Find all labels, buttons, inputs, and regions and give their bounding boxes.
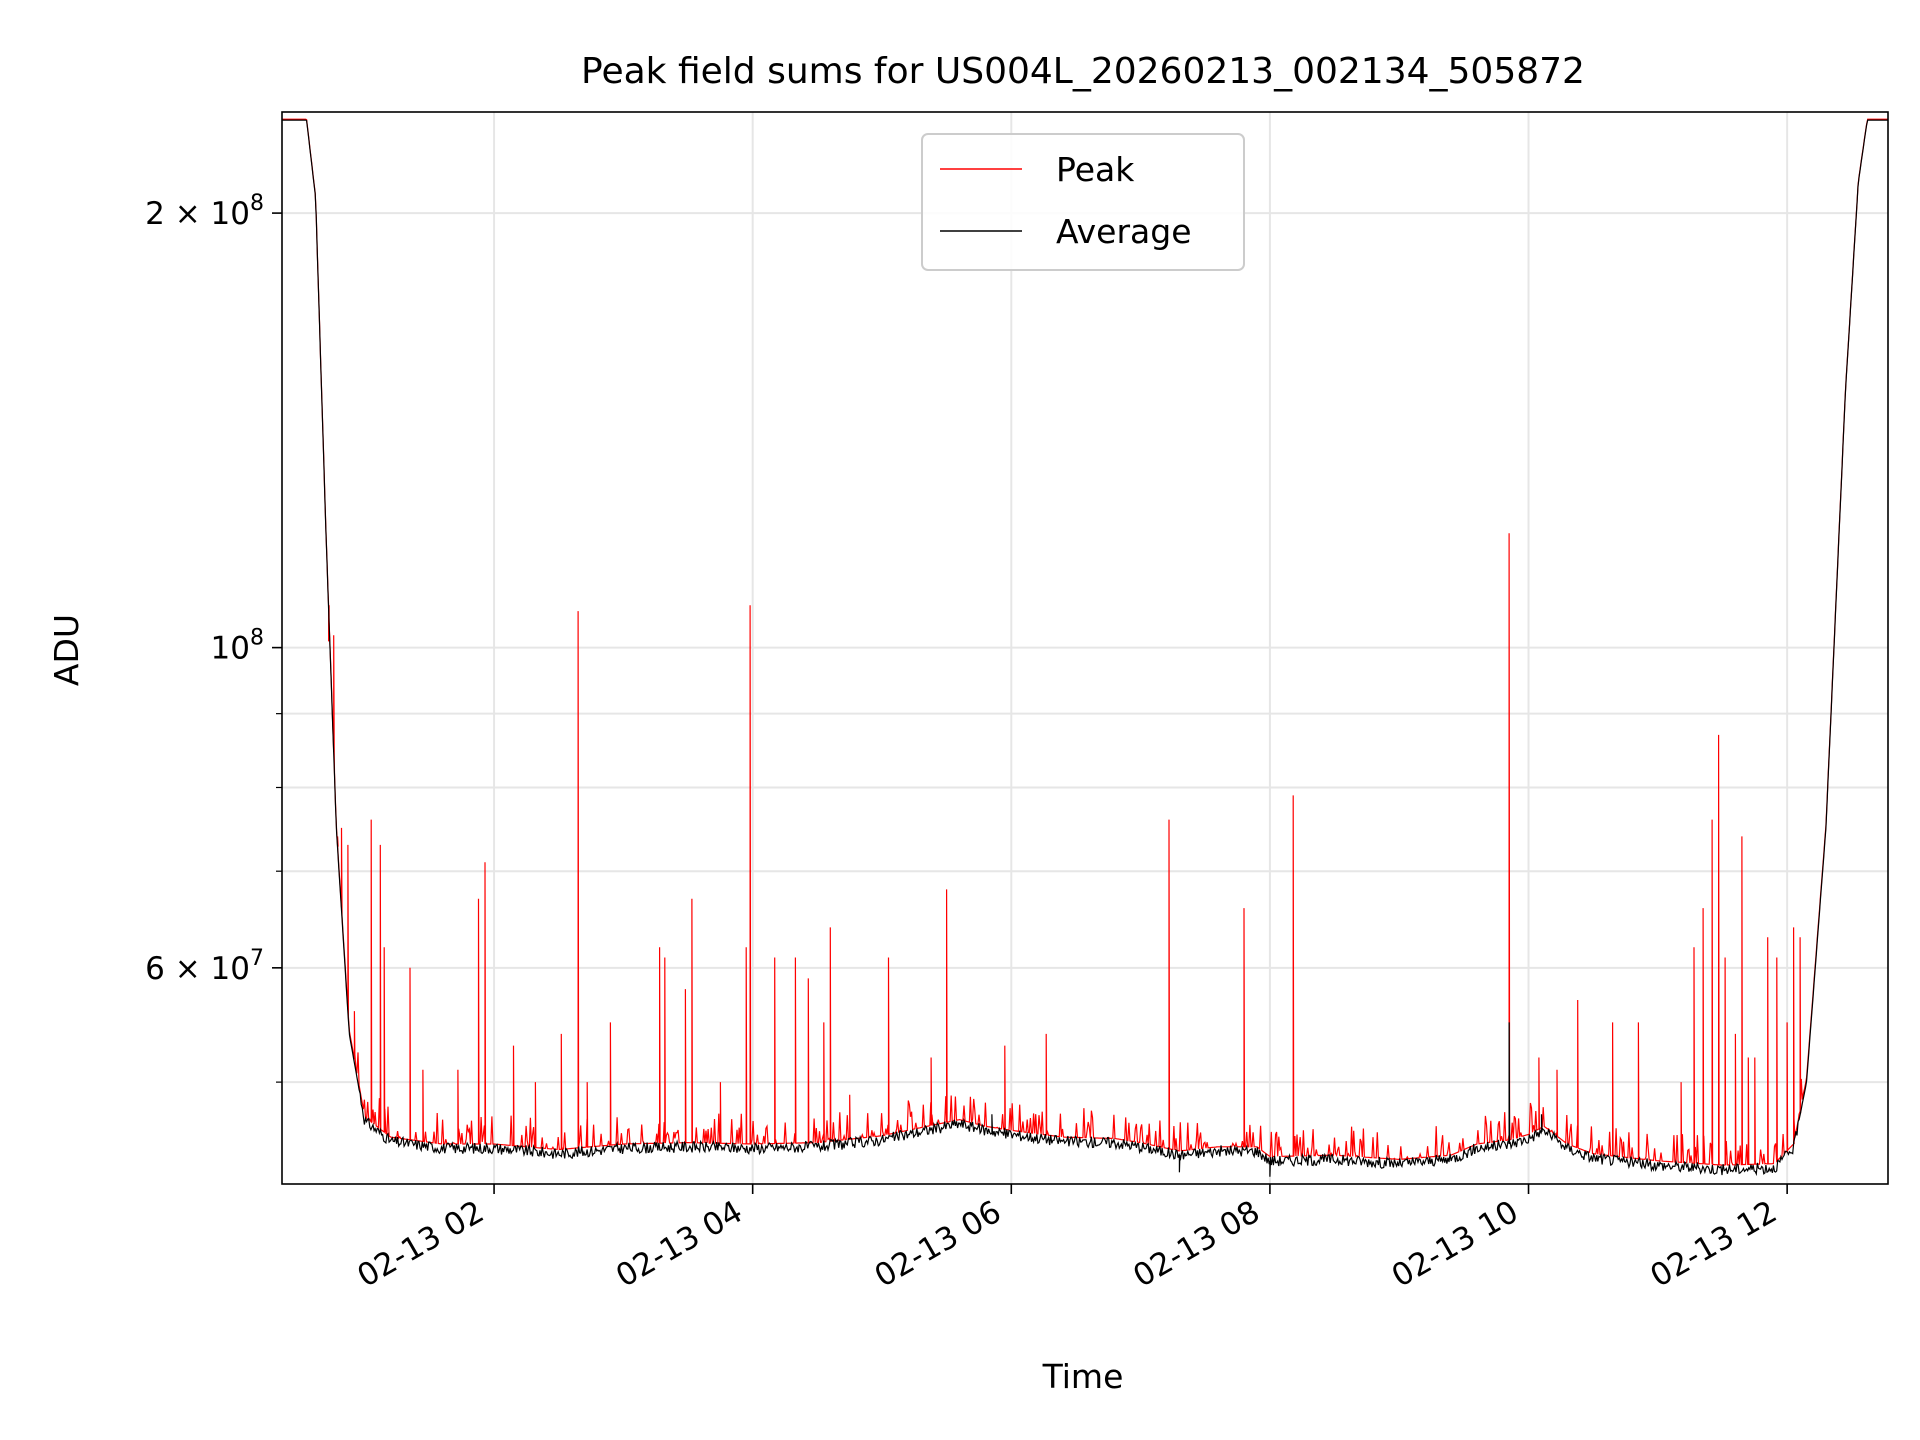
x-axis-label: Time: [1042, 1357, 1124, 1396]
y-tick-label: 6 × 107: [145, 946, 264, 987]
series-layer: [282, 118, 1888, 1177]
grid: [282, 112, 1888, 1184]
legend-peak-label: Peak: [1056, 150, 1135, 189]
legend: Peak Average: [921, 133, 1245, 271]
legend-average-label: Average: [1056, 212, 1192, 251]
y-tick-label: 2 × 108: [145, 191, 264, 232]
y-axis-label: ADU: [47, 614, 86, 686]
average-series-line: [282, 119, 1888, 1177]
y-tick-label: 108: [211, 626, 264, 667]
legend-box: [921, 133, 1245, 271]
chart-title: Peak field sums for US004L_20260213_0021…: [581, 51, 1585, 92]
